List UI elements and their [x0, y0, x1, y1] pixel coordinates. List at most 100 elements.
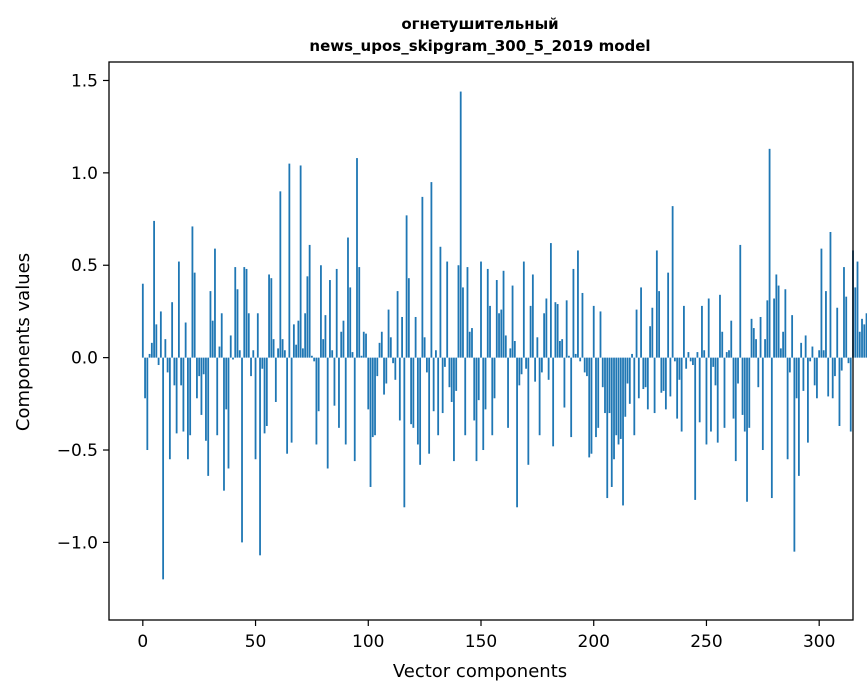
- bar: [748, 357, 751, 428]
- bar: [306, 276, 309, 358]
- bar: [770, 357, 773, 499]
- bar: [834, 357, 836, 377]
- bar: [658, 291, 661, 358]
- bar: [225, 357, 228, 410]
- bar: [628, 357, 631, 404]
- bar: [270, 278, 273, 358]
- bar: [615, 357, 618, 436]
- bar: [295, 344, 298, 358]
- bar: [493, 357, 496, 399]
- bar: [759, 316, 762, 358]
- bar: [757, 357, 760, 388]
- bar: [200, 357, 203, 415]
- bar: [716, 357, 719, 443]
- bar: [797, 357, 800, 476]
- bar: [721, 331, 724, 358]
- bar: [141, 283, 144, 358]
- bar: [227, 357, 230, 469]
- bar: [326, 357, 329, 469]
- bar: [184, 322, 187, 358]
- bar: [374, 357, 376, 436]
- bar: [356, 158, 358, 358]
- y-axis-label: Components values: [13, 253, 34, 431]
- bar: [858, 331, 861, 358]
- y-tick-label: −0.5: [57, 441, 98, 461]
- bar: [847, 357, 850, 364]
- bar: [173, 357, 176, 386]
- bar: [250, 357, 252, 377]
- bar: [256, 313, 259, 358]
- bar: [705, 357, 708, 445]
- bar: [689, 357, 692, 362]
- bar: [315, 357, 318, 445]
- bar: [290, 357, 293, 443]
- bar: [795, 357, 798, 399]
- bar: [741, 357, 744, 415]
- bar: [856, 261, 859, 358]
- bar: [389, 337, 392, 358]
- bar: [804, 335, 807, 358]
- bar: [349, 287, 352, 358]
- bar: [155, 324, 158, 358]
- bar: [687, 352, 690, 358]
- bar: [229, 335, 232, 358]
- bar: [516, 357, 518, 508]
- bar: [383, 357, 385, 395]
- bar: [344, 357, 347, 445]
- bar: [522, 261, 525, 358]
- bar: [412, 357, 415, 428]
- bar: [752, 328, 755, 358]
- bar: [322, 339, 325, 358]
- bar: [367, 357, 370, 410]
- bar: [301, 348, 304, 358]
- bar: [719, 294, 721, 358]
- bar: [238, 350, 241, 358]
- bar: [468, 331, 471, 358]
- bar: [403, 357, 406, 508]
- bar: [261, 357, 264, 369]
- bar: [473, 357, 476, 421]
- bar: [193, 272, 196, 358]
- bar: [559, 341, 561, 358]
- bar: [577, 250, 579, 358]
- bar: [218, 346, 221, 358]
- bar: [822, 350, 825, 358]
- bar: [572, 268, 575, 358]
- bar: [606, 357, 609, 499]
- bar: [743, 357, 746, 432]
- bar: [583, 357, 586, 373]
- bar: [453, 357, 455, 462]
- bar: [153, 220, 155, 358]
- bar: [529, 305, 532, 358]
- bar: [340, 331, 343, 358]
- bar: [617, 357, 620, 445]
- bar: [520, 357, 523, 375]
- bar: [455, 357, 458, 391]
- bar: [360, 355, 363, 358]
- bar: [637, 357, 640, 399]
- bar: [202, 357, 205, 375]
- bar: [277, 348, 279, 358]
- bar: [640, 287, 642, 358]
- bar: [421, 196, 424, 358]
- bar: [829, 231, 832, 358]
- bar: [737, 357, 739, 384]
- bar: [324, 315, 327, 358]
- y-tick-label: 0.0: [71, 349, 98, 369]
- bar: [281, 339, 284, 358]
- bar: [196, 357, 198, 399]
- bar: [588, 357, 591, 458]
- bar: [317, 357, 320, 412]
- bar: [425, 357, 428, 373]
- bar: [622, 357, 624, 506]
- bar: [475, 357, 478, 462]
- bar: [358, 267, 361, 358]
- bar: [525, 357, 527, 369]
- bar: [673, 357, 676, 362]
- bar: [486, 268, 489, 358]
- bar: [597, 357, 600, 428]
- bar: [786, 357, 789, 460]
- bar: [513, 341, 516, 358]
- bar: [642, 357, 645, 390]
- bar: [216, 357, 219, 436]
